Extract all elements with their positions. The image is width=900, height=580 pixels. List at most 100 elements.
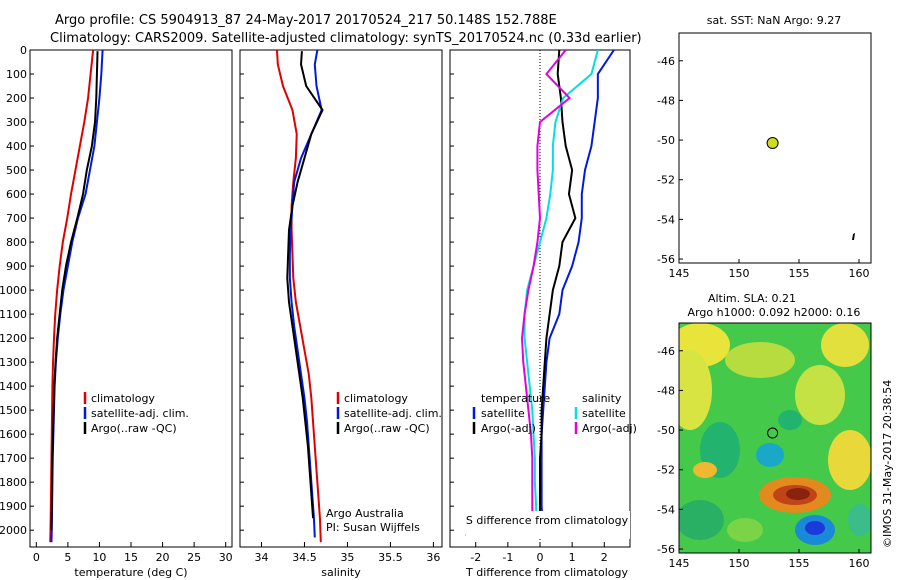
latitude-tick-label: -48 <box>657 384 675 397</box>
pi-label: PI: Susan Wijffels <box>326 521 420 534</box>
salinity-axis-ticks: 34 34.5 35 35.5 36 <box>254 542 440 564</box>
sla-region <box>786 488 810 500</box>
x-tick-label: -1 <box>502 551 513 564</box>
salinity-xlabel: salinity <box>321 566 361 579</box>
latitude-tick-label: -54 <box>657 213 675 226</box>
depth-tick-label: 1700 <box>0 452 27 465</box>
longitude-tick-label: 155 <box>789 557 810 570</box>
depth-axis-ticks: 0 100 200 300 400 500 600 700 800 900 1000 1100 1200… <box>0 44 34 537</box>
s-difference-xlabel: S difference from climatology <box>466 514 629 527</box>
temperature-panel: 0100200300400500600700800900100011001200… <box>0 44 233 579</box>
argo-location-marker <box>767 427 779 439</box>
depth-tick-label: 1400 <box>0 380 27 393</box>
sla-title-line1: Altim. SLA: 0.21 <box>708 292 796 305</box>
difference-y-ticks <box>450 49 454 531</box>
sla-region <box>821 323 869 367</box>
series-line-2 <box>523 50 599 531</box>
x-tick-label: 15 <box>124 551 138 564</box>
sla-region <box>778 410 802 430</box>
depth-tick-label: 1100 <box>0 308 27 321</box>
latitude-tick-label: -46 <box>657 55 675 68</box>
sla-title-line2: Argo h1000: 0.092 h2000: 0.16 <box>688 306 861 319</box>
x-tick-label: -2 <box>470 551 481 564</box>
sla-heatmap <box>679 323 871 553</box>
legend-label-climatology: climatology <box>344 392 408 405</box>
series-line-2 <box>286 51 324 519</box>
depth-tick-label: 600 <box>6 188 27 201</box>
series-line-1 <box>539 50 577 531</box>
depth-tick-label: 400 <box>6 140 27 153</box>
legend-label-climatology: climatology <box>91 392 155 405</box>
sst-map-panel: sat. SST: NaN Argo: 9.27 145 150 155 160 -46… <box>657 14 872 280</box>
x-tick-label: 30 <box>219 551 233 564</box>
depth-tick-label: 1500 <box>0 404 27 417</box>
legend-label-t-argo: Argo(-adj) <box>481 422 536 435</box>
latitude-tick-label: -52 <box>657 174 675 187</box>
latitude-tick-label: -54 <box>657 503 675 516</box>
latitude-tick-label: -56 <box>657 543 675 556</box>
legend-heading-temperature: temperature <box>481 392 550 405</box>
depth-tick-label: 800 <box>6 236 27 249</box>
x-tick-label: 34 <box>254 551 268 564</box>
sla-map-panel: Altim. SLA: 0.21 Argo h1000: 0.092 h2000… <box>657 292 872 570</box>
temperature-axes-frame <box>29 49 233 548</box>
argo-australia-label: Argo Australia <box>326 507 404 520</box>
sla-region <box>848 504 871 536</box>
longitude-tick-label: 150 <box>729 267 750 280</box>
series-line-0 <box>275 50 322 543</box>
x-tick-label: 34.5 <box>292 551 317 564</box>
sst-map-title: sat. SST: NaN Argo: 9.27 <box>707 14 841 27</box>
sla-region <box>727 518 763 542</box>
latitude-tick-label: -46 <box>657 345 675 358</box>
header-line2: Climatology: CARS2009. Satellite-adjuste… <box>50 31 642 46</box>
latitude-tick-label: -48 <box>657 94 675 107</box>
argo-location-marker <box>766 137 779 150</box>
latitude-tick-label: -52 <box>657 464 675 477</box>
t-difference-axis-ticks: -2 -1 0 1 2 <box>470 542 608 564</box>
temperature-lines <box>49 50 104 543</box>
depth-tick-label: 2000 <box>0 524 27 537</box>
salinity-panel: 34 34.5 35 35.5 36 salinity climatology sate… <box>239 49 443 579</box>
depth-tick-label: 1800 <box>0 476 27 489</box>
sla-region <box>805 521 825 535</box>
temperature-xlabel: temperature (deg C) <box>74 566 187 579</box>
imos-watermark: ©IMOS 31-May-2017 20:38:54 <box>881 380 894 548</box>
depth-tick-label: 300 <box>6 116 27 129</box>
longitude-tick-label: 155 <box>789 267 810 280</box>
depth-tick-label: 1600 <box>0 428 27 441</box>
x-tick-label: 0 <box>33 551 40 564</box>
sst-map-ticks: 145 150 155 160 -46 -48 -50 -52 -54 -56 <box>657 55 869 280</box>
latitude-tick-label: -56 <box>657 253 675 266</box>
legend-label-t-satellite: satellite <box>481 407 525 420</box>
x-tick-label: 20 <box>156 551 170 564</box>
longitude-tick-label: 160 <box>849 267 870 280</box>
temperature-axis-ticks: 0 5 10 15 20 25 30 <box>33 542 233 564</box>
difference-lines <box>520 50 615 531</box>
x-tick-label: 35.5 <box>378 551 403 564</box>
longitude-tick-label: 145 <box>669 557 690 570</box>
series-line-0 <box>540 50 615 531</box>
longitude-tick-label: 150 <box>729 557 750 570</box>
sla-region <box>679 500 724 540</box>
x-tick-label: 1 <box>569 551 576 564</box>
latitude-tick-label: -50 <box>657 134 675 147</box>
depth-tick-label: 0 <box>20 44 27 57</box>
series-line-3 <box>520 50 572 531</box>
legend-heading-salinity: salinity <box>582 392 622 405</box>
depth-tick-label: 100 <box>6 68 27 81</box>
salinity-axes-frame <box>239 49 443 548</box>
legend-label-s-satellite: satellite <box>582 407 626 420</box>
x-tick-label: 36 <box>426 551 440 564</box>
sla-region <box>756 443 784 467</box>
depth-tick-label: 200 <box>6 92 27 105</box>
longitude-tick-label: 160 <box>849 557 870 570</box>
temperature-legend: climatology satellite-adj. clim. Argo(..… <box>83 392 189 435</box>
sla-region <box>679 350 712 430</box>
x-tick-label: 2 <box>601 551 608 564</box>
x-tick-label: 10 <box>92 551 106 564</box>
t-difference-xlabel: T difference from climatology <box>465 566 628 579</box>
legend-label-satellite: satellite-adj. clim. <box>91 407 189 420</box>
sla-region <box>795 365 845 425</box>
depth-tick-label: 900 <box>6 260 27 273</box>
